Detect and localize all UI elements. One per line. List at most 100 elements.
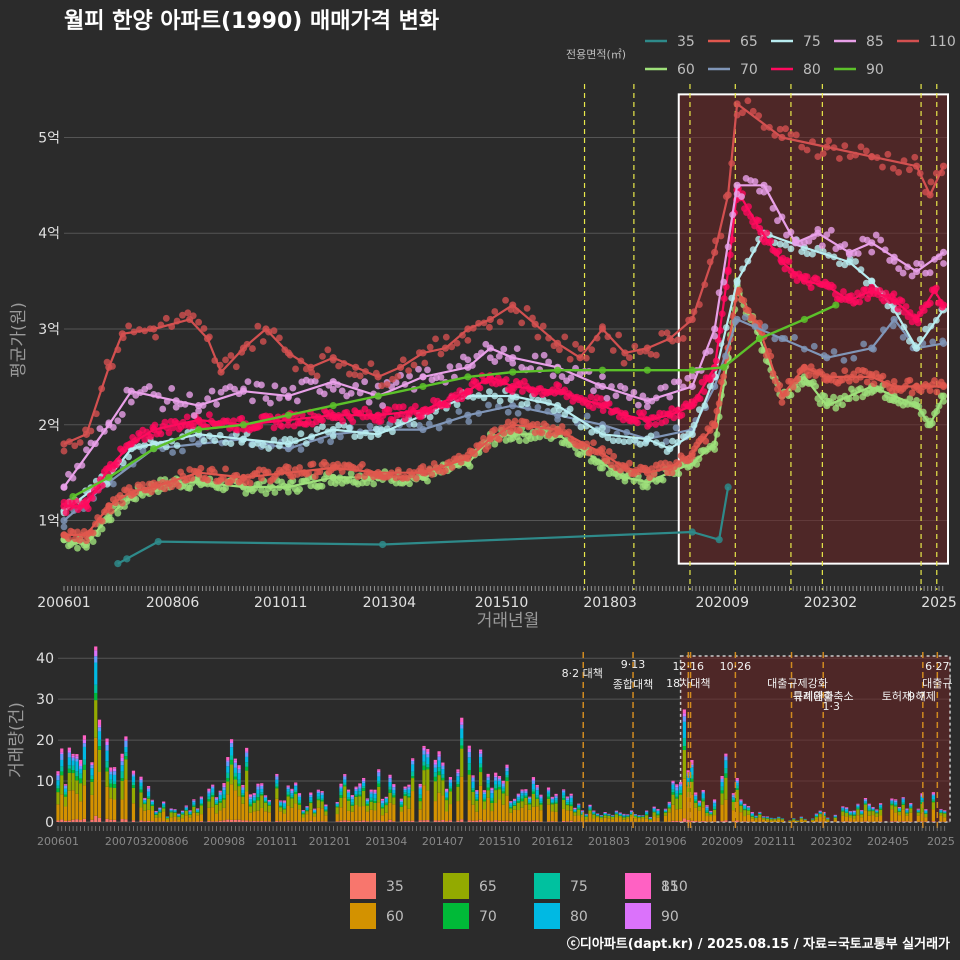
volume-bar-segment-85 [180, 811, 185, 813]
volume-bar-segment-75 [184, 809, 188, 811]
volume-bar-segment-80 [71, 760, 75, 766]
volume-bar-segment-110 [678, 782, 683, 784]
volume-bar-segment-65 [645, 815, 649, 819]
volume-bar-segment-70 [901, 803, 905, 805]
volume-bar-segment-85 [403, 788, 407, 791]
volume-bar-segment-35 [105, 818, 109, 822]
series-point-85 [293, 397, 301, 405]
volume-bar-segment-85 [94, 656, 98, 663]
volume-bar-segment-90 [248, 796, 253, 798]
volume-bar-segment-60 [339, 807, 343, 821]
volume-bar-segment-60 [577, 815, 581, 822]
volume-bar [735, 778, 739, 822]
volume-bar [456, 769, 460, 822]
volume-bar-segment-110 [867, 803, 871, 805]
volume-bar [63, 784, 68, 822]
volume-bar-segment-110 [592, 810, 596, 812]
volume-bar-segment-110 [112, 767, 117, 769]
volume-bar-segment-65 [916, 812, 920, 816]
series-point-70 [465, 418, 473, 425]
volume-bar-segment-60 [943, 817, 947, 822]
volume-bar-segment-80 [199, 799, 203, 804]
series-point-110 [130, 328, 138, 336]
volume-bar-segment-70 [909, 807, 913, 809]
series-point-110 [906, 166, 913, 174]
volume-bar-segment-110 [143, 797, 147, 799]
volume-bar [399, 798, 403, 822]
series-point-85 [872, 231, 880, 239]
volume-bar-segment-75 [663, 811, 668, 813]
series-point-85 [666, 393, 674, 401]
volume-bar-segment-35 [399, 821, 403, 822]
volume-bar-segment-35 [471, 820, 475, 822]
volume-bar [777, 816, 781, 822]
series-point-70 [366, 422, 374, 430]
volume-bar-segment-60 [524, 804, 528, 821]
volume-bar-segment-60 [241, 803, 245, 821]
volume-bar-segment-80 [354, 790, 358, 795]
volume-legend-label: 65 [479, 879, 497, 895]
volume-bar-segment-80 [384, 798, 388, 803]
volume-bar-segment-70 [497, 786, 502, 790]
volume-bar-segment-60 [667, 812, 671, 822]
series-point-65 [471, 450, 478, 458]
series-point-85 [751, 178, 759, 185]
series-point-80 [781, 265, 789, 273]
volume-bar-segment-90 [252, 794, 256, 796]
volume-bar-segment-80 [380, 803, 385, 805]
volume-bar-segment-85 [645, 811, 649, 813]
volume-bar-segment-80 [814, 814, 819, 817]
volume-bar-segment-80 [154, 812, 158, 814]
volume-bar-segment-90 [358, 785, 362, 787]
volume-bar-segment-75 [671, 789, 675, 793]
volume-bar-segment-90 [241, 786, 245, 788]
series-point-65 [219, 474, 227, 482]
series-point-80 [411, 402, 419, 410]
volume-bar-segment-85 [671, 783, 675, 785]
series-point-110 [518, 319, 526, 327]
volume-bar-segment-35 [112, 819, 117, 822]
volume-bar-segment-110 [97, 719, 102, 726]
volume-bar-segment-60 [294, 803, 298, 822]
volume-bar-segment-85 [82, 743, 87, 747]
series-point-80 [803, 273, 811, 281]
volume-bar-segment-65 [939, 813, 943, 816]
volume-bar-segment-60 [822, 818, 826, 822]
volume-bar [878, 803, 883, 822]
volume-bar-segment-35 [437, 820, 441, 822]
series-point-75 [351, 433, 359, 441]
series-point-110 [367, 360, 375, 367]
volume-bar-segment-60 [939, 815, 943, 822]
volume-bar-segment-60 [286, 805, 290, 821]
volume-bar-segment-35 [743, 821, 747, 822]
volume-bar-segment-35 [418, 820, 422, 822]
volume-bar [943, 810, 947, 822]
series-point-85 [240, 385, 247, 393]
volume-bar-segment-60 [237, 796, 241, 820]
volume-bar-segment-90 [229, 741, 234, 744]
series-point-110 [728, 159, 736, 167]
volume-bar [852, 810, 856, 822]
volume-bar-segment-35 [263, 821, 268, 822]
volume-bar [622, 813, 626, 822]
volume-axes: 200601 200703 200806 200908 201011 201201 2013… [37, 826, 955, 848]
volume-bar-segment-90 [90, 763, 94, 766]
volume-bar-segment-60 [226, 794, 230, 820]
volume-bar [94, 646, 98, 822]
volume-bar-segment-65 [233, 779, 237, 791]
volume-bar-segment-60 [184, 815, 188, 822]
series-point-85 [154, 392, 162, 399]
volume-bar-segment-70 [362, 788, 366, 791]
series-point-110 [437, 350, 445, 358]
series-point-85 [639, 392, 647, 400]
volume-bar-segment-80 [252, 797, 256, 801]
volume-bar-segment-65 [290, 798, 294, 808]
volume-bar-segment-65 [279, 807, 283, 812]
volume-bar-segment-60 [701, 807, 705, 822]
volume-bar-segment-75 [509, 805, 513, 808]
series-point-75 [141, 441, 149, 449]
volume-bar [365, 798, 370, 822]
volume-bar-segment-80 [105, 750, 109, 762]
volume-bar-segment-110 [226, 757, 230, 761]
series-point-80 [900, 308, 908, 316]
